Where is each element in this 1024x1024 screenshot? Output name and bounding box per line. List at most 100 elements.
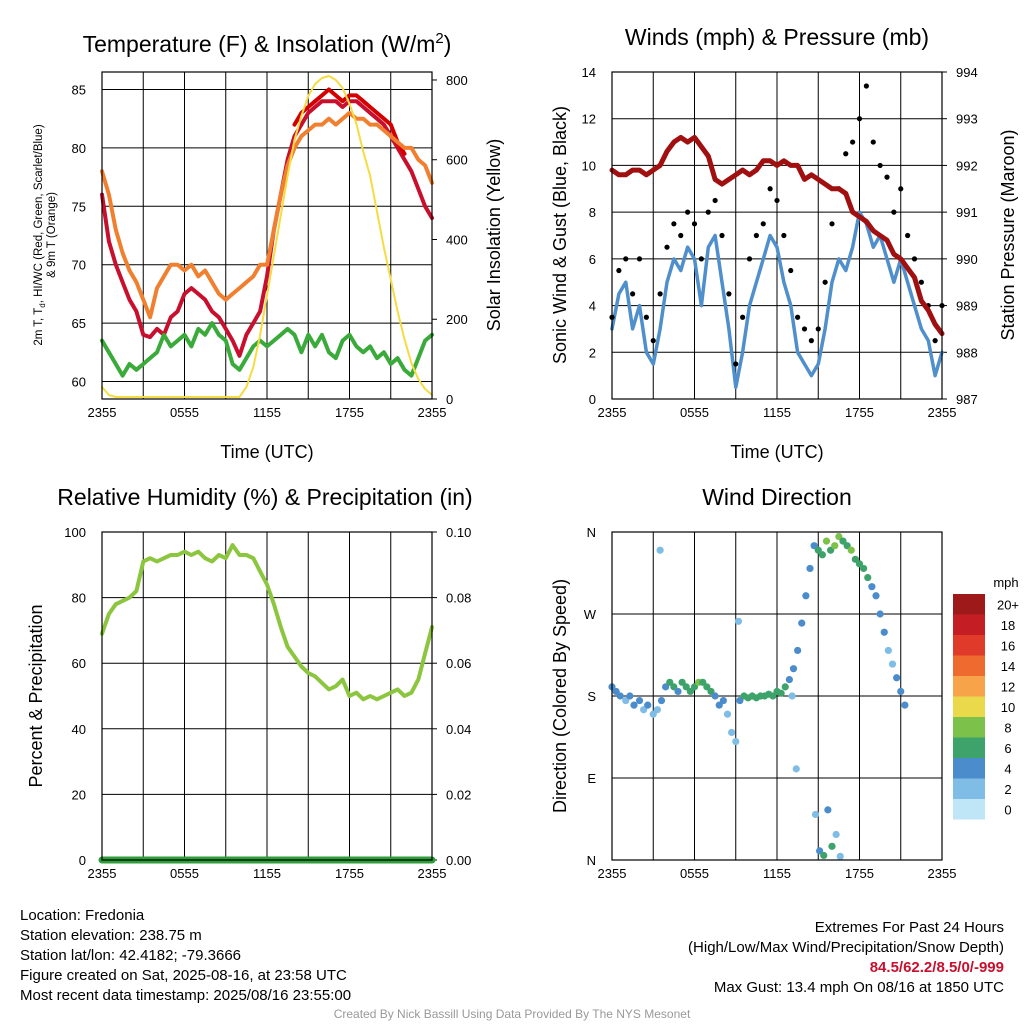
y-tick-label: N [587, 525, 596, 540]
plot-frame [611, 71, 943, 400]
colorbar-swatch [953, 737, 985, 758]
series-line [100, 321, 434, 378]
direction-point [827, 546, 835, 554]
y-tick-label: 12 [582, 112, 596, 127]
y-right-tick-label: 200 [446, 312, 468, 327]
direction-point [657, 696, 666, 705]
direction-point [864, 573, 872, 582]
extremes-title: Extremes For Past 24 Hours [814, 919, 1004, 936]
direction-point [723, 710, 732, 718]
series-line [292, 87, 407, 156]
x-tick-label: 1755 [335, 866, 364, 881]
direction-point [699, 678, 707, 686]
x-tick-label: 0555 [170, 866, 199, 881]
direction-point [678, 678, 686, 686]
y-tick-label: 14 [582, 65, 596, 80]
gust-point [911, 256, 918, 262]
colorbar-swatch [953, 717, 985, 738]
temperature-chart: Temperature (F) & Insolation (W/m2)2355 0… [33, 30, 504, 462]
latlon-line: Station lat/lon: 42.4182; -79.3666 [20, 947, 242, 964]
extremes-legend: (High/Low/Max Wind/Precipitation/Snow De… [688, 939, 1004, 956]
x-tick-label: 2355 [928, 405, 957, 420]
y-tick-label: 10 [582, 158, 596, 173]
direction-point [703, 683, 711, 691]
direction-point [656, 546, 664, 554]
y-right-tick-label: 988 [956, 345, 978, 360]
colorbar-swatch [953, 676, 985, 697]
series-line [100, 99, 434, 358]
colorbar-label: 16 [1001, 638, 1015, 653]
colorbar-label: 14 [1001, 659, 1015, 674]
colorbar-swatch [953, 758, 985, 779]
gust-point [781, 232, 787, 239]
direction-point [860, 564, 868, 573]
direction-point [788, 692, 796, 700]
y-tick-label: 20 [72, 787, 86, 802]
direction-point [843, 542, 851, 550]
direction-point [715, 701, 723, 709]
gust-point [898, 186, 904, 192]
location-line: Location: Fredonia [20, 907, 145, 924]
y-axis-label: 2m T, Td, HI/WC (Red, Green, Scarlet/Blu… [33, 124, 58, 345]
x-tick-label: 0555 [680, 866, 709, 881]
direction-point [769, 692, 777, 700]
speed-colorbar: mph 0 2 4 6 8 10 12 14 16 18 20+ [953, 575, 1019, 820]
direction-point [811, 810, 820, 819]
direction-point [824, 806, 832, 814]
y-right-tick-label: 0.06 [446, 656, 471, 671]
direction-point [734, 617, 743, 625]
y-right-tick-label: 0.02 [446, 787, 471, 802]
direction-point [682, 683, 690, 691]
colorbar-swatch [953, 614, 985, 635]
colorbar-label: 0 [1004, 802, 1011, 817]
gust-point [870, 139, 876, 145]
colorbar-label: 18 [1001, 618, 1015, 633]
y-tick-label: 2 [589, 345, 596, 360]
gust-point [630, 291, 636, 297]
extremes-values: 84.5/62.2/8.5/0/-999 [869, 959, 1004, 976]
y-right-tick-label: 0.10 [446, 525, 471, 540]
direction-point [736, 696, 744, 705]
created-line: Figure created on Sat, 2025-08-16, at 23… [20, 967, 347, 984]
plot-frame [611, 531, 943, 861]
direction-point [822, 537, 831, 545]
gust-point [822, 279, 828, 285]
y-tick-label: 80 [72, 591, 86, 606]
gust-point [691, 221, 698, 227]
elevation-line: Station elevation: 238.75 m [20, 927, 202, 944]
x-tick-label: 1755 [845, 405, 874, 420]
direction-point [719, 696, 727, 705]
gust-point [767, 186, 773, 192]
direction-point [690, 683, 699, 691]
gust-point [856, 116, 863, 122]
direction-point [792, 765, 800, 773]
gust-point [698, 256, 704, 262]
direction-point [831, 542, 839, 550]
gust-point [843, 151, 849, 157]
y-tick-label: 0 [589, 392, 596, 407]
gust-point [650, 338, 656, 344]
y-tick-label: E [587, 771, 596, 786]
y-right-tick-label: 992 [956, 158, 978, 173]
colorbar-title: mph [993, 575, 1018, 590]
direction-point [893, 674, 901, 682]
direction-point [630, 701, 638, 709]
direction-point [855, 560, 864, 568]
colorbar-swatch [953, 594, 985, 615]
y-right-tick-label: 987 [956, 392, 978, 407]
y-right-tick-label: 990 [956, 252, 978, 267]
x-tick-label: 2355 [598, 405, 627, 420]
x-tick-label: 2355 [418, 866, 447, 881]
gust-point [671, 221, 677, 227]
direction-point [901, 701, 909, 709]
y-tick-label: 60 [72, 374, 86, 389]
gust-point [795, 314, 801, 320]
gust-point [808, 338, 814, 344]
colorbar-swatch [953, 778, 985, 799]
gust-point [815, 326, 821, 332]
timestamp-line: Most recent data timestamp: 2025/08/16 2… [20, 987, 352, 1004]
colorbar-label: 4 [1004, 761, 1011, 776]
x-axis-label: Time (UTC) [730, 442, 823, 462]
gust-point [863, 83, 869, 89]
